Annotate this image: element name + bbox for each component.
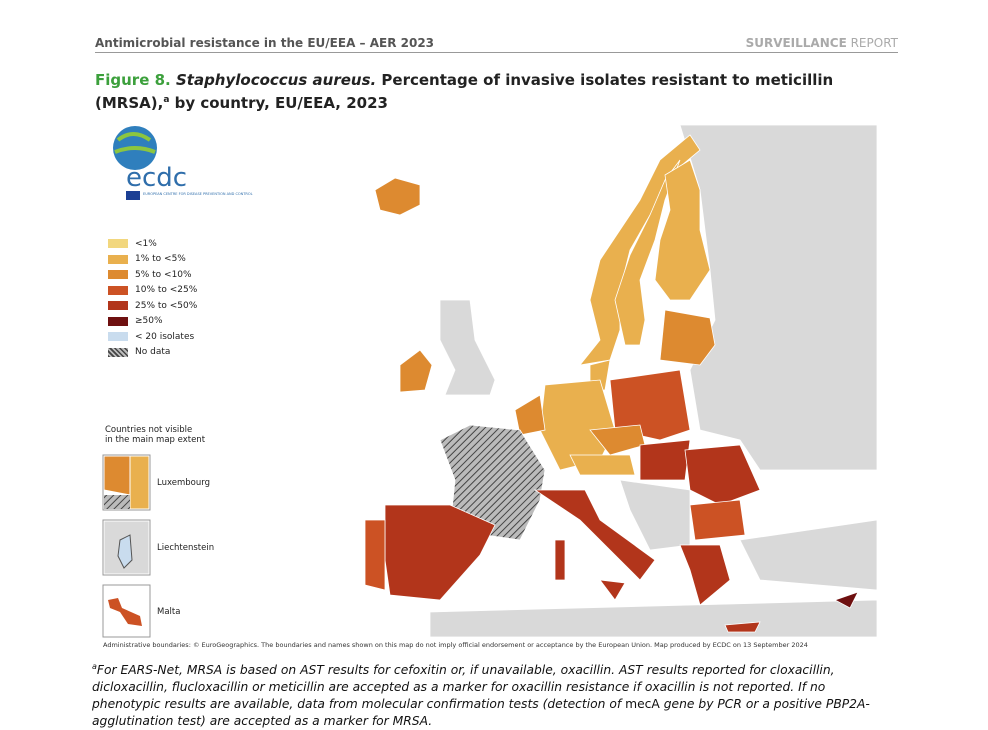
legend-label: < 20 isolates <box>135 331 195 342</box>
legend-item: ≥50% <box>108 314 197 330</box>
legend-swatch <box>108 316 128 326</box>
legend-item: 5% to <10% <box>108 267 197 283</box>
inset-heading-2: in the main map extent <box>105 435 206 445</box>
inset-label: Luxembourg <box>157 478 210 488</box>
title: Percentage of invasive isolates resistan… <box>95 71 834 112</box>
legend-swatch <box>108 270 128 280</box>
report-light: REPORT <box>850 36 898 50</box>
legend-swatch <box>108 285 128 295</box>
rule <box>95 52 898 53</box>
legend-swatch <box>108 347 128 357</box>
insets <box>102 454 151 638</box>
legend-swatch <box>108 254 128 264</box>
logo-org: EUROPEAN CENTRE FOR DISEASE PREVENTION A… <box>143 192 253 196</box>
legend-item: <1% <box>108 236 197 252</box>
footnote-sup: a <box>92 662 97 671</box>
sup: a <box>163 95 170 105</box>
figure-label: Figure 8. <box>95 71 171 89</box>
inset-label: Liechtenstein <box>157 543 215 553</box>
species: Staphylococcus aureus. <box>175 71 377 89</box>
footnote-text: gene by PCR or a positive PBP2A-agglutin… <box>92 697 870 729</box>
inset-label: Malta <box>157 607 181 617</box>
legend-item: No data <box>108 345 197 361</box>
legend-label: 5% to <10% <box>135 269 192 280</box>
legend-label: 1% to <5% <box>135 254 186 265</box>
legend-swatch <box>108 301 128 311</box>
header-title: Antimicrobial resistance in the EU/EEA –… <box>95 36 435 50</box>
legend: <1% 1% to <5% 5% to <10% 10% to <25% 25% to … <box>108 236 197 360</box>
legend-item: < 20 isolates <box>108 329 197 345</box>
inset-heading: Countries not visible in the main map ext… <box>105 425 205 445</box>
countries <box>364 125 877 637</box>
legend-swatch <box>108 239 128 249</box>
legend-item: 10% to <25% <box>108 283 197 299</box>
legend-item: 25% to <50% <box>108 298 197 314</box>
admin-note: Administrative boundaries: © EuroGeograp… <box>103 641 808 649</box>
legend-swatch <box>108 332 128 342</box>
legend-label: ≥50% <box>135 316 163 327</box>
legend-item: 1% to <5% <box>108 252 197 268</box>
legend-label: 25% to <50% <box>135 300 198 311</box>
title-end: by country, EU/EEA, 2023 <box>169 94 388 112</box>
gene: mecA <box>625 697 660 712</box>
legend-label: 10% to <25% <box>135 285 198 296</box>
logo-text: ecdc <box>126 163 187 193</box>
report-bold: SURVEILLANCE <box>745 36 847 50</box>
inset-heading-1: Countries not visible <box>105 425 193 435</box>
footnote-text: For EARS-Net, MRSA is based on AST resul… <box>92 663 835 712</box>
legend-label: No data <box>135 347 171 358</box>
legend-label: <1% <box>135 238 157 249</box>
figure-title: Figure 8. Staphylococcus aureus. Percent… <box>95 70 875 113</box>
footnote: aFor EARS-Net, MRSA is based on AST resu… <box>92 658 892 730</box>
logo: ecdc EUROPEAN CENTRE FOR DISEASE PREVENT… <box>113 126 253 200</box>
report-tag: SURVEILLANCE REPORT <box>746 36 898 50</box>
